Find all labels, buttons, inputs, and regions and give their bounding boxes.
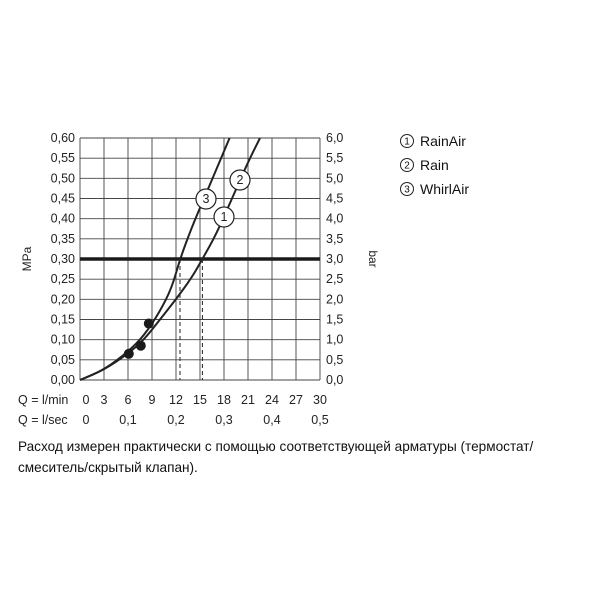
legend-number: 1 [404, 137, 410, 148]
y-left-tick-label: 0,30 [51, 252, 75, 266]
y-left-tick-label: 0,20 [51, 292, 75, 306]
legend-number-circle [400, 182, 414, 196]
y-left-tick-label: 0,60 [51, 131, 75, 145]
x-lmin-tick-label: 24 [265, 393, 279, 407]
chart-tick-labels: 0,000,050,100,150,200,250,300,350,400,45… [18, 131, 380, 427]
x-lmin-tick-label: 9 [149, 393, 156, 407]
y-left-tick-label: 0,55 [51, 151, 75, 165]
x-lmin-tick-label: 21 [241, 393, 255, 407]
x-lmin-axis-title: Q = l/min [18, 393, 68, 407]
y-left-tick-label: 0,25 [51, 272, 75, 286]
chart-legend: 1 RainAir 2 Rain 3 WhirlAir [400, 133, 469, 197]
curve-whirlair [79, 137, 231, 381]
y-left-tick-label: 0,40 [51, 212, 75, 226]
data-marker [135, 340, 146, 351]
x-lsec-tick-label: 0 [83, 413, 90, 427]
y-right-tick-label: 0,0 [326, 373, 343, 387]
curve-label-number: 2 [237, 173, 244, 187]
curve-label-number: 1 [221, 210, 228, 224]
legend-entry-rainair: RainAir [420, 133, 466, 149]
legend-number-circle [400, 158, 414, 172]
curve-label-circle [195, 188, 217, 210]
x-lmin-tick-label: 30 [313, 393, 327, 407]
x-lsec-tick-label: 0,2 [167, 413, 184, 427]
legend-number: 3 [404, 185, 410, 196]
y-left-tick-label: 0,10 [51, 333, 75, 347]
y-right-tick-label: 5,5 [326, 151, 343, 165]
x-lmin-tick-label: 12 [169, 393, 183, 407]
y-right-axis-title: bar [366, 250, 380, 267]
x-lsec-axis-title: Q = l/sec [18, 413, 68, 427]
chart-caption: Расход измерен практически с помощью соо… [18, 439, 534, 475]
y-right-tick-label: 3,0 [326, 252, 343, 266]
legend-number: 2 [404, 161, 410, 172]
y-left-tick-label: 0,50 [51, 171, 75, 185]
data-marker [123, 348, 134, 359]
y-right-tick-label: 6,0 [326, 131, 343, 145]
curve-label-circle [213, 206, 235, 228]
y-right-tick-label: 2,5 [326, 272, 343, 286]
y-left-tick-label: 0,35 [51, 232, 75, 246]
y-right-tick-label: 1,0 [326, 333, 343, 347]
y-right-tick-label: 3,5 [326, 232, 343, 246]
y-left-tick-label: 0,05 [51, 353, 75, 367]
x-lmin-tick-label: 0 [83, 393, 90, 407]
x-lmin-tick-label: 3 [101, 393, 108, 407]
y-right-tick-label: 0,5 [326, 353, 343, 367]
y-right-tick-label: 1,5 [326, 313, 343, 327]
chart-grid [79, 137, 321, 381]
y-right-tick-label: 5,0 [326, 171, 343, 185]
legend-entry-rain: Rain [420, 157, 449, 173]
x-lmin-tick-label: 6 [125, 393, 132, 407]
x-lsec-tick-label: 0,4 [263, 413, 280, 427]
data-marker [143, 318, 154, 329]
curve-label-circle [229, 169, 251, 191]
x-lsec-tick-label: 0,1 [119, 413, 136, 427]
y-right-tick-label: 4,5 [326, 192, 343, 206]
y-right-tick-label: 4,0 [326, 212, 343, 226]
chart-marks: 1 2 3 [123, 169, 251, 359]
y-left-axis-title: MPa [20, 246, 34, 271]
x-lsec-tick-label: 0,5 [311, 413, 328, 427]
y-left-tick-label: 0,00 [51, 373, 75, 387]
y-left-tick-label: 0,45 [51, 192, 75, 206]
y-right-tick-label: 2,0 [326, 292, 343, 306]
legend-number-circle [400, 134, 414, 148]
x-lmin-tick-label: 27 [289, 393, 303, 407]
x-lsec-tick-label: 0,3 [215, 413, 232, 427]
legend-entry-whirlair: WhirlAir [420, 181, 469, 197]
curve-label-number: 3 [203, 192, 210, 206]
x-lmin-tick-label: 15 [193, 393, 207, 407]
y-left-tick-label: 0,15 [51, 313, 75, 327]
x-lmin-tick-label: 18 [217, 393, 231, 407]
